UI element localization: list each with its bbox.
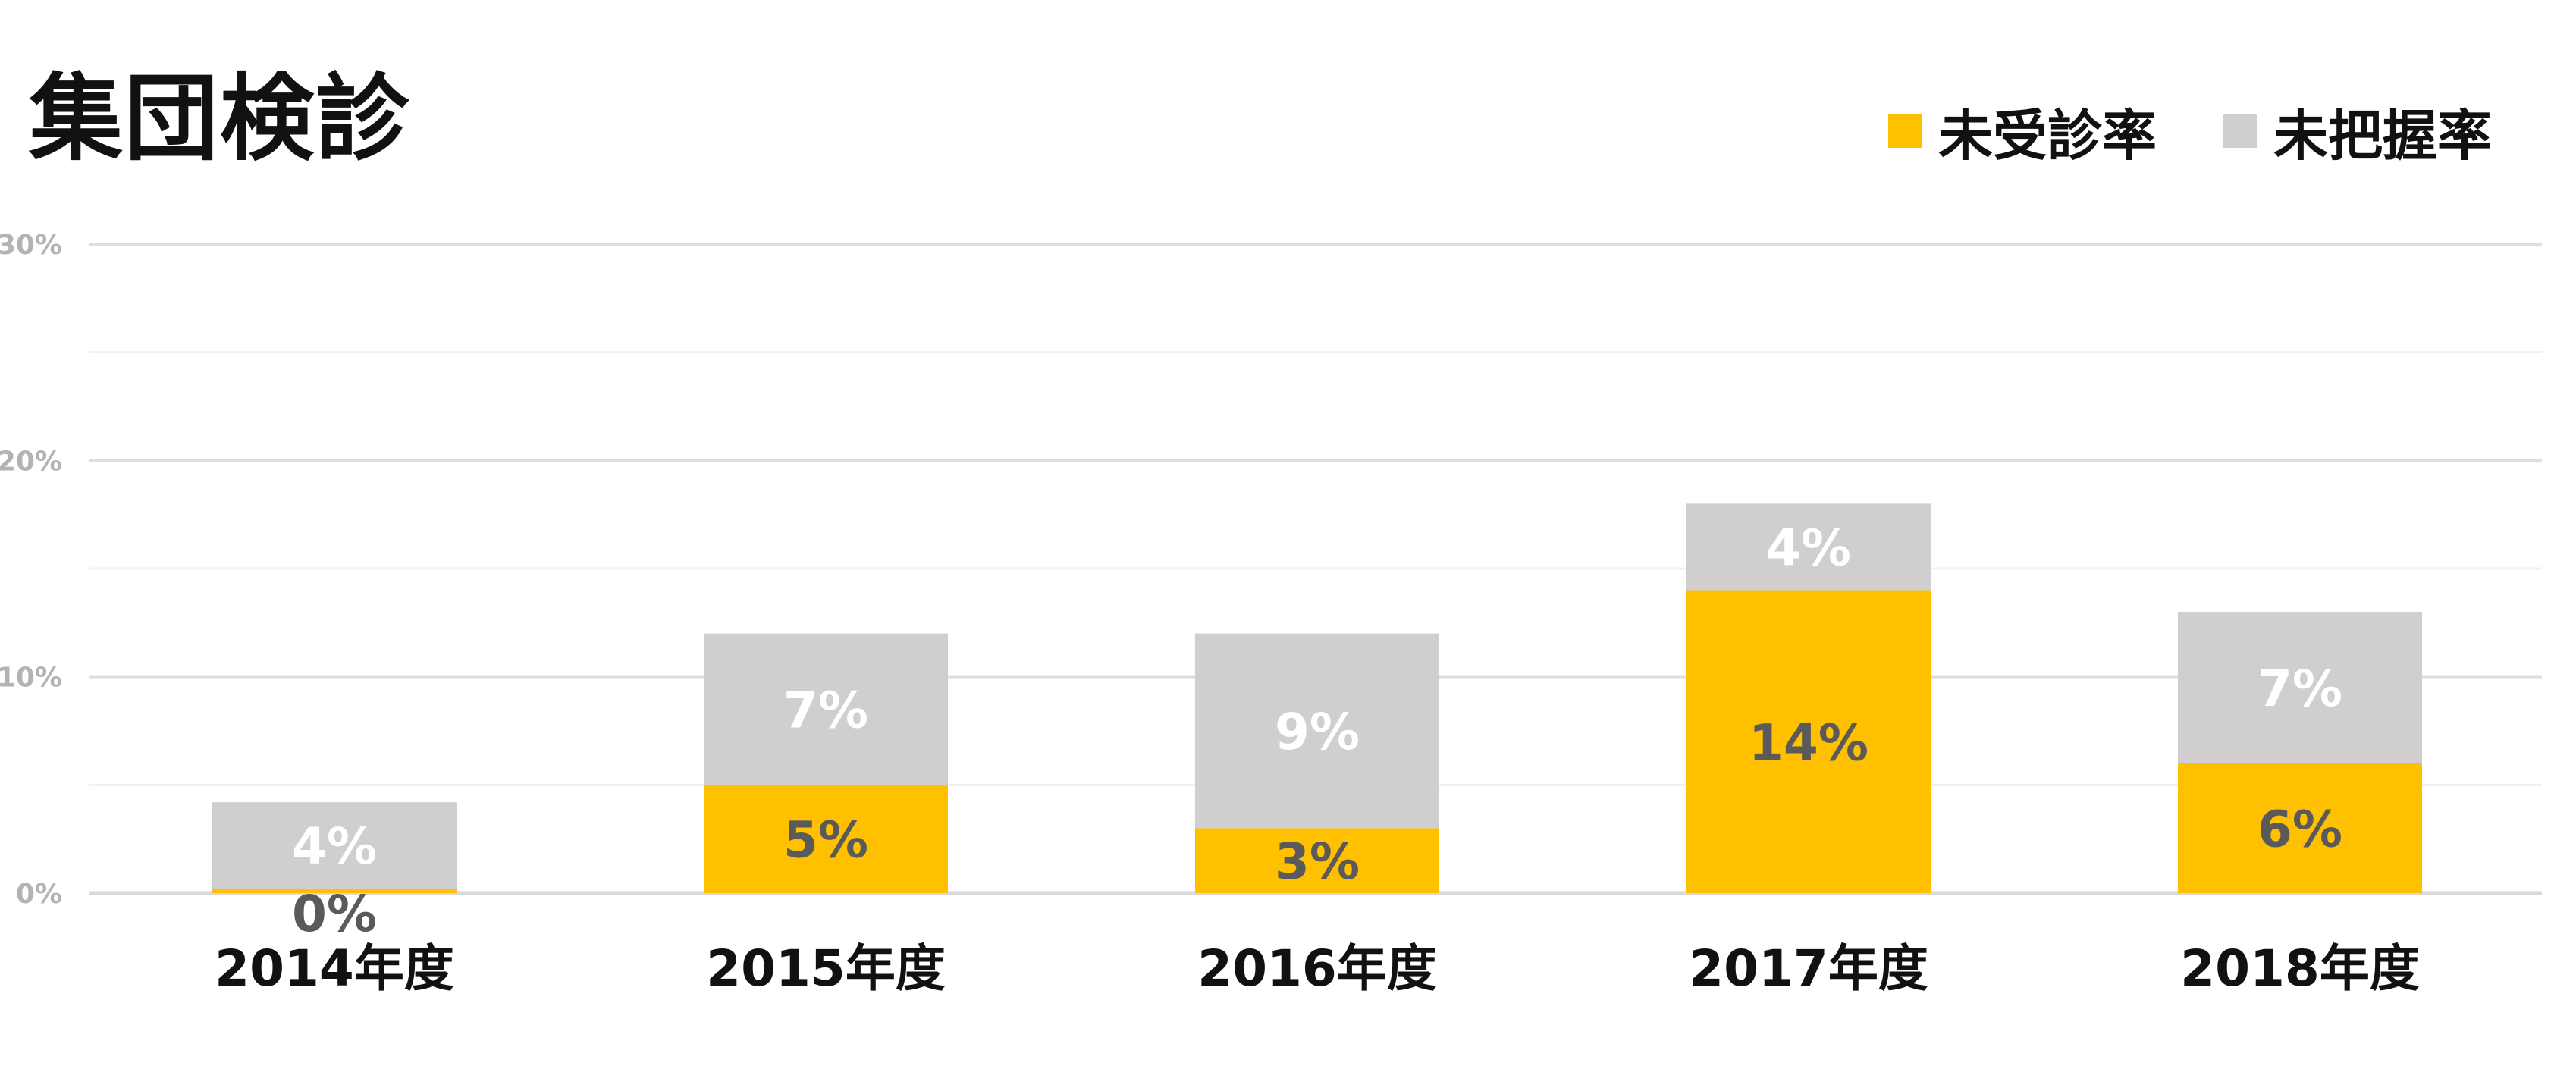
- bar-unknown-2: [1195, 633, 1439, 829]
- x-tick-label-1: 2015年度: [706, 939, 946, 998]
- data-label-unexamined-3: 14%: [1749, 713, 1868, 772]
- bar-unexamined-0: [212, 889, 457, 893]
- data-label-unknown-1: 7%: [783, 681, 868, 739]
- legend: 未受診率 未把握率: [1888, 91, 2492, 171]
- legend-swatch-unexamined: [1888, 114, 1922, 148]
- x-tick-label-4: 2018年度: [2180, 939, 2420, 998]
- y-tick-label-2: 20%: [0, 446, 62, 477]
- data-label-unknown-0: 4%: [292, 817, 377, 876]
- data-label-unexamined-2: 3%: [1275, 832, 1360, 891]
- data-label-unknown-3: 4%: [1766, 519, 1851, 577]
- bar-unknown-0: [212, 802, 457, 889]
- legend-label-unexamined: 未受診率: [1938, 104, 2157, 168]
- legend-item-unknown: 未把握率: [2223, 91, 2492, 171]
- bar-unknown-4: [2178, 612, 2422, 763]
- x-tick-label-3: 2017年度: [1689, 939, 1928, 998]
- chart-title: 集団検診: [29, 64, 412, 174]
- y-tick-label-0: 0%: [16, 879, 62, 910]
- data-label-unexamined-0: 0%: [292, 885, 377, 943]
- x-tick-label-0: 2014年度: [215, 939, 454, 998]
- x-tick-label-2: 2016年度: [1197, 939, 1437, 998]
- data-label-unexamined-4: 6%: [2258, 800, 2342, 858]
- bar-unexamined-3: [1686, 590, 1931, 893]
- data-label-unknown-2: 9%: [1275, 703, 1360, 761]
- bar-unexamined-4: [2178, 763, 2422, 893]
- y-tick-label-3: 30%: [0, 230, 62, 261]
- legend-item-unexamined: 未受診率: [1888, 91, 2157, 171]
- data-label-unexamined-1: 5%: [783, 811, 868, 870]
- y-tick-label-1: 10%: [0, 663, 62, 694]
- data-label-unknown-4: 7%: [2258, 660, 2342, 718]
- bar-unexamined-2: [1195, 828, 1439, 893]
- bar-unknown-1: [704, 633, 948, 785]
- bar-unexamined-1: [704, 785, 948, 893]
- bar-unknown-3: [1686, 503, 1931, 591]
- legend-label-unknown: 未把握率: [2273, 104, 2493, 168]
- legend-swatch-unknown: [2223, 114, 2258, 148]
